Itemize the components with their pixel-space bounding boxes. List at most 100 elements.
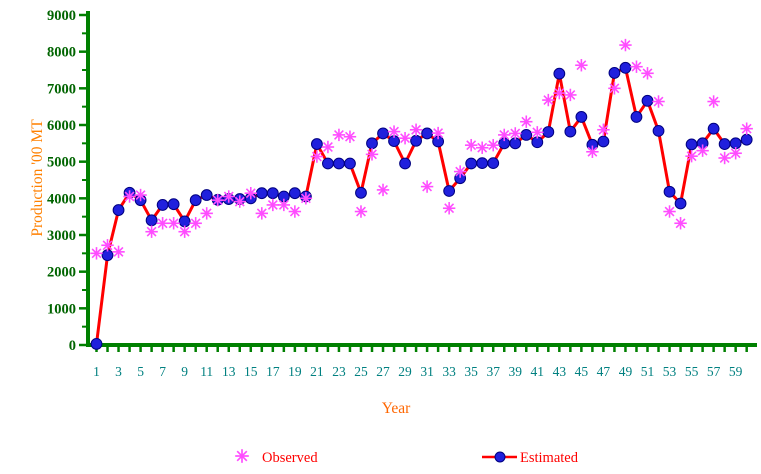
estimated-point	[718, 138, 731, 150]
observed-point	[398, 132, 412, 145]
x-tick-label: 31	[420, 364, 434, 379]
observed-point	[464, 138, 478, 152]
observed-point	[101, 239, 114, 252]
observed-point	[442, 202, 456, 215]
estimated-point	[564, 125, 577, 138]
observed-point	[244, 187, 257, 200]
observed-point	[453, 165, 467, 178]
estimated-point	[674, 197, 687, 210]
estimated-point	[630, 111, 643, 123]
x-tick-label: 29	[398, 364, 412, 379]
y-tick-label: 1000	[47, 301, 76, 317]
estimated-point	[542, 126, 555, 138]
estimated-point	[189, 194, 202, 207]
y-tick-label: 7000	[47, 81, 76, 97]
y-tick-label: 3000	[47, 228, 76, 244]
observed-point	[531, 126, 544, 139]
x-tick-label: 57	[707, 364, 721, 379]
x-tick-label: 59	[729, 364, 743, 379]
observed-point	[619, 38, 632, 52]
x-tick-label: 3	[115, 364, 122, 379]
y-tick-label: 2000	[47, 265, 76, 281]
observed-point	[608, 82, 621, 95]
estimated-point	[333, 157, 345, 170]
observed-point	[487, 138, 500, 152]
x-tick-label: 49	[619, 364, 633, 379]
observed-point	[211, 193, 224, 207]
x-tick-label: 23	[332, 364, 346, 379]
observed-series	[90, 38, 753, 260]
x-tick-label: 21	[310, 364, 324, 379]
x-tick-label: 13	[222, 364, 236, 379]
estimated-point	[355, 186, 367, 199]
legend: Observed Estimated	[235, 449, 579, 466]
x-tick-label: 15	[244, 364, 258, 379]
observed-point	[90, 247, 103, 260]
estimated-point	[366, 137, 378, 150]
observed-point	[255, 207, 268, 220]
estimated-point	[641, 94, 654, 107]
estimated-point	[707, 122, 720, 135]
y-axis-ticks: 0 1000 2000 3000 4000 5000 6000 7000 8000 9000	[47, 8, 87, 354]
x-tick-label: 35	[464, 364, 478, 379]
observed-point	[542, 93, 555, 107]
observed-star-icon	[235, 449, 249, 463]
estimated-point	[200, 189, 213, 201]
observed-point	[354, 205, 368, 218]
observed-point	[674, 217, 687, 230]
x-tick-label: 25	[354, 364, 368, 379]
observed-point	[586, 145, 599, 158]
observed-point	[553, 86, 566, 100]
legend-estimated-label: Estimated	[520, 450, 579, 466]
observed-point	[387, 125, 401, 138]
x-tick-label: 5	[137, 364, 144, 379]
estimated-point	[685, 138, 698, 151]
observed-point	[277, 198, 291, 212]
estimated-point	[156, 199, 169, 211]
x-tick-label: 47	[597, 364, 611, 379]
x-tick-label: 41	[531, 364, 545, 379]
observed-point	[409, 123, 423, 136]
x-tick-label: 37	[486, 364, 500, 379]
y-tick-label: 0	[69, 338, 76, 354]
estimated-point	[344, 157, 356, 170]
observed-point	[376, 183, 390, 197]
y-tick-label: 8000	[47, 45, 76, 61]
estimated-point	[410, 134, 422, 147]
observed-point	[310, 150, 324, 163]
x-tick-label: 51	[641, 364, 655, 379]
observed-point	[707, 95, 720, 108]
estimated-point	[266, 187, 279, 200]
x-tick-label: 39	[509, 364, 523, 379]
observed-point	[123, 190, 136, 203]
estimated-point	[553, 67, 566, 80]
observed-point	[597, 123, 610, 136]
observed-point	[112, 245, 125, 259]
observed-point	[321, 140, 335, 154]
observed-point	[200, 207, 213, 220]
x-tick-label: 9	[181, 364, 188, 379]
estimated-point	[619, 61, 632, 74]
estimated-series	[90, 61, 753, 350]
x-tick-label: 45	[575, 364, 589, 379]
observed-point	[630, 60, 643, 73]
observed-point	[652, 95, 665, 108]
y-tick-label: 9000	[47, 8, 76, 24]
y-tick-label: 4000	[47, 191, 76, 207]
estimated-point	[608, 67, 621, 79]
observed-point	[266, 198, 280, 212]
estimated-dot-icon	[494, 451, 506, 463]
estimated-point	[377, 127, 389, 140]
observed-point	[365, 148, 379, 161]
estimated-point	[255, 187, 268, 200]
estimated-point	[597, 135, 610, 148]
estimated-point	[421, 127, 434, 140]
estimated-point	[288, 187, 301, 200]
legend-observed-label: Observed	[262, 450, 318, 466]
observed-point	[564, 88, 577, 102]
observed-point	[189, 217, 202, 230]
observed-point	[156, 217, 169, 230]
observed-point	[222, 190, 235, 203]
observed-point	[235, 449, 249, 463]
